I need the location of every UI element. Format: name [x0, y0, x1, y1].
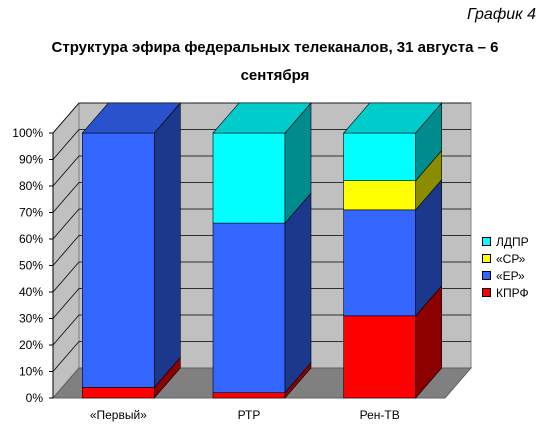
bar-segment-front — [343, 315, 416, 399]
bar-segment-front — [343, 209, 416, 317]
gridline — [52, 261, 471, 293]
legend-swatch — [482, 237, 491, 246]
y-tick-label: 90% — [19, 153, 43, 167]
gridline — [52, 288, 471, 319]
legend-item: ЛДПР — [482, 233, 529, 250]
bar-segment-front — [82, 387, 155, 399]
chart-number-label: График 4 — [467, 6, 536, 23]
legend-swatch — [482, 271, 491, 280]
legend-item: «СР» — [482, 250, 529, 267]
legend-item: «ЕР» — [482, 267, 529, 284]
y-tick-label: 0% — [26, 391, 44, 405]
legend-label: «ЕР» — [496, 268, 525, 283]
bar-segment-front — [82, 132, 155, 388]
chart-title-line-2: сентября — [240, 67, 310, 84]
gridline — [52, 314, 471, 346]
bar-segment-front — [343, 180, 416, 211]
legend-label: «СР» — [496, 251, 526, 266]
y-tick-label: 10% — [19, 365, 43, 379]
bar-top — [343, 102, 443, 134]
x-tick-label: РТР — [238, 408, 261, 422]
y-tick-label: 30% — [19, 312, 43, 326]
gridline — [52, 208, 471, 240]
y-tick-label: 70% — [19, 206, 43, 220]
gridline — [52, 341, 471, 372]
gridline — [52, 182, 471, 213]
gridline — [52, 155, 471, 187]
bar-segment-front — [212, 222, 286, 394]
legend-swatch — [482, 254, 491, 263]
bar-top — [212, 102, 312, 134]
bar-segment-side — [284, 192, 312, 394]
y-tick-label: 60% — [19, 232, 43, 246]
y-tick-label: 100% — [12, 126, 43, 140]
y-tick-label: 80% — [19, 179, 43, 193]
x-tick-label: Рен-ТВ — [360, 408, 400, 422]
x-tick-label: «Первый» — [90, 408, 147, 422]
bar-segment-front — [343, 132, 416, 182]
gridline — [52, 235, 471, 266]
y-tick-label: 50% — [19, 259, 43, 273]
chart-title: Структура эфира федеральных телеканалов,… — [0, 34, 550, 90]
legend-label: КПРФ — [496, 285, 529, 300]
bar-top — [81, 102, 181, 134]
chart-title-line-1: Структура эфира федеральных телеканалов,… — [51, 39, 499, 56]
chart-legend: ЛДПР «СР» «ЕР» КПРФ — [482, 233, 529, 301]
y-tick-label: 20% — [19, 338, 43, 352]
bar-segment-front — [212, 132, 286, 224]
y-tick-label: 40% — [19, 285, 43, 299]
bar-segment-side — [154, 102, 181, 389]
bar-segment-front — [212, 392, 286, 399]
gridline — [52, 129, 471, 160]
gridline — [52, 102, 471, 134]
legend-item: КПРФ — [482, 284, 529, 301]
legend-swatch — [482, 288, 491, 297]
legend-label: ЛДПР — [496, 234, 529, 249]
